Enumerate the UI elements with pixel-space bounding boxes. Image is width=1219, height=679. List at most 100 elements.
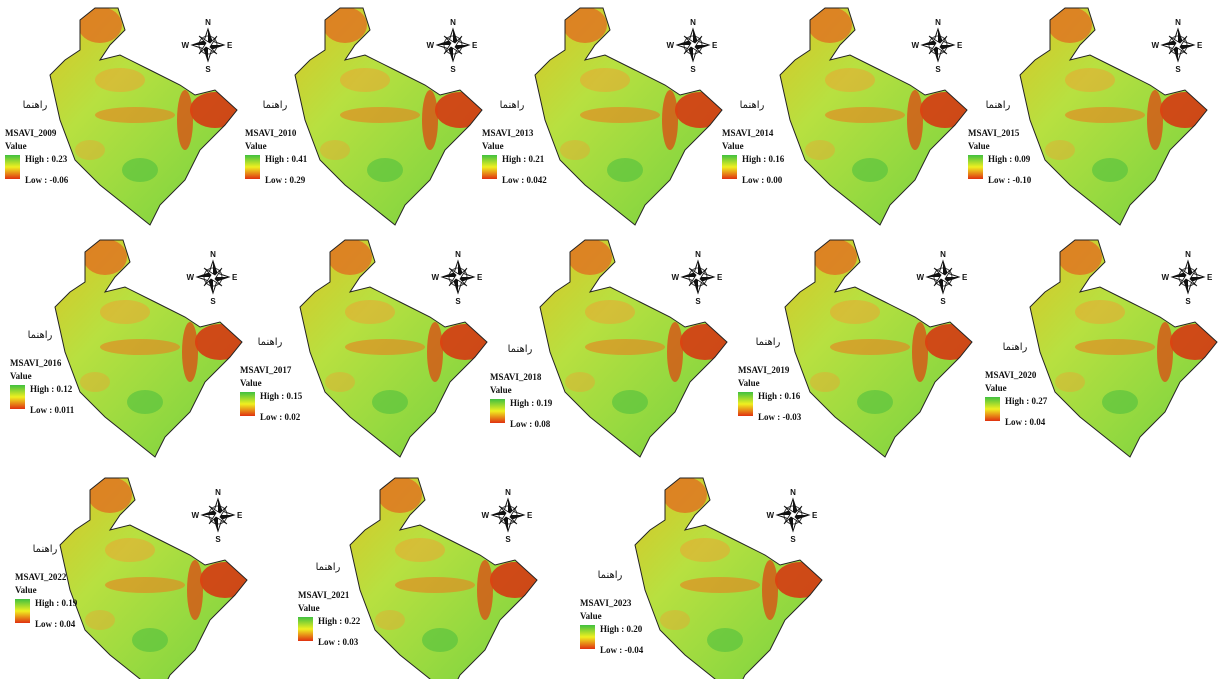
legend-swatch	[240, 392, 255, 416]
legend-low: Low : 0.00	[742, 175, 783, 185]
field-name: Value	[738, 378, 760, 388]
compass-n: N	[210, 250, 216, 259]
compass-s: S	[1185, 297, 1191, 306]
map	[340, 470, 550, 679]
legend-swatch	[15, 599, 30, 623]
map	[770, 0, 980, 230]
map-panel: NSWEراهنماMSAVI_2010ValueHigh : 0.41Low …	[245, 0, 495, 230]
layer-name: MSAVI_2015	[968, 128, 1020, 138]
compass-e: E	[1207, 273, 1213, 282]
compass-s: S	[210, 297, 216, 306]
legend-high: High : 0.21	[502, 154, 545, 164]
compass-rose	[682, 261, 714, 293]
legend-high: High : 0.19	[510, 398, 553, 408]
compass-s: S	[450, 65, 456, 74]
north-arrow: NSWE	[671, 250, 723, 306]
layer-name: MSAVI_2017	[240, 365, 292, 375]
compass-n: N	[690, 18, 696, 27]
compass-e: E	[472, 41, 478, 50]
field-name: Value	[985, 383, 1007, 393]
layer-name: MSAVI_2022	[15, 572, 67, 582]
compass-rose	[927, 261, 959, 293]
compass-n: N	[790, 488, 796, 497]
compass-s: S	[690, 65, 696, 74]
compass-s: S	[935, 65, 941, 74]
layer-name: MSAVI_2014	[722, 128, 774, 138]
legend-title: راهنما	[23, 100, 48, 111]
field-name: Value	[722, 141, 744, 151]
north-arrow: NSWE	[481, 488, 533, 544]
north-arrow: NSWE	[916, 250, 968, 306]
legend-low: Low : -0.04	[600, 645, 644, 655]
layer-name: MSAVI_2019	[738, 365, 790, 375]
compass-e: E	[527, 511, 533, 520]
layer-name: MSAVI_2009	[5, 128, 57, 138]
compass-w: W	[191, 511, 199, 520]
map	[530, 232, 740, 462]
compass-w: W	[666, 41, 674, 50]
field-name: Value	[482, 141, 504, 151]
legend-swatch	[5, 155, 20, 179]
compass-s: S	[940, 297, 946, 306]
compass-n: N	[205, 18, 211, 27]
legend: راهنماMSAVI_2013ValueHigh : 0.21Low : 0.…	[482, 100, 547, 185]
map	[1010, 0, 1219, 230]
map-panel: NSWE راهنماMSAVI_2021ValueHigh : 0.22Low …	[298, 470, 550, 679]
map	[45, 232, 255, 462]
compass-rose	[922, 29, 954, 61]
compass-n: N	[215, 488, 221, 497]
compass-e: E	[712, 41, 718, 50]
legend-high: High : 0.19	[35, 598, 78, 608]
legend-low: Low : -0.10	[988, 175, 1032, 185]
north-arrow: N S W E	[666, 18, 718, 74]
north-arrow: NSWE	[191, 488, 243, 544]
legend-low: Low : 0.02	[260, 412, 301, 422]
legend-swatch	[10, 385, 25, 409]
compass-s: S	[695, 297, 701, 306]
compass-w: W	[181, 41, 189, 50]
legend-low: Low : 0.04	[1005, 417, 1046, 427]
compass-w: W	[186, 273, 194, 282]
compass-rose	[192, 29, 224, 61]
legend-low: Low : 0.08	[510, 419, 551, 429]
field-name: Value	[15, 585, 37, 595]
compass-n: N	[1175, 18, 1181, 27]
compass-rose	[197, 261, 229, 293]
legend-low: Low : 0.042	[502, 175, 547, 185]
compass-e: E	[477, 273, 483, 282]
compass-w: W	[766, 511, 774, 520]
field-name: Value	[580, 611, 602, 621]
legend-high: High : 0.15	[260, 391, 303, 401]
compass-rose	[1172, 261, 1204, 293]
legend-swatch	[580, 625, 595, 649]
compass-n: N	[455, 250, 461, 259]
compass-n: N	[1185, 250, 1191, 259]
map	[40, 0, 250, 230]
compass-n: N	[935, 18, 941, 27]
legend-title: راهنما	[263, 100, 288, 111]
legend-high: High : 0.23	[25, 154, 68, 164]
layer-name: MSAVI_2021	[298, 590, 350, 600]
compass-w: W	[911, 41, 919, 50]
field-name: Value	[245, 141, 267, 151]
compass-s: S	[1175, 65, 1181, 74]
legend-low: Low : 0.03	[318, 637, 359, 647]
compass-rose	[677, 29, 709, 61]
legend-high: High : 0.27	[1005, 396, 1048, 406]
compass-w: W	[1151, 41, 1159, 50]
layer-name: MSAVI_2013	[482, 128, 534, 138]
compass-w: W	[431, 273, 439, 282]
legend-low: Low : 0.011	[30, 405, 75, 415]
legend: راهنماMSAVI_2014ValueHigh : 0.16Low : 0.…	[722, 100, 785, 185]
legend-high: High : 0.20	[600, 624, 643, 634]
